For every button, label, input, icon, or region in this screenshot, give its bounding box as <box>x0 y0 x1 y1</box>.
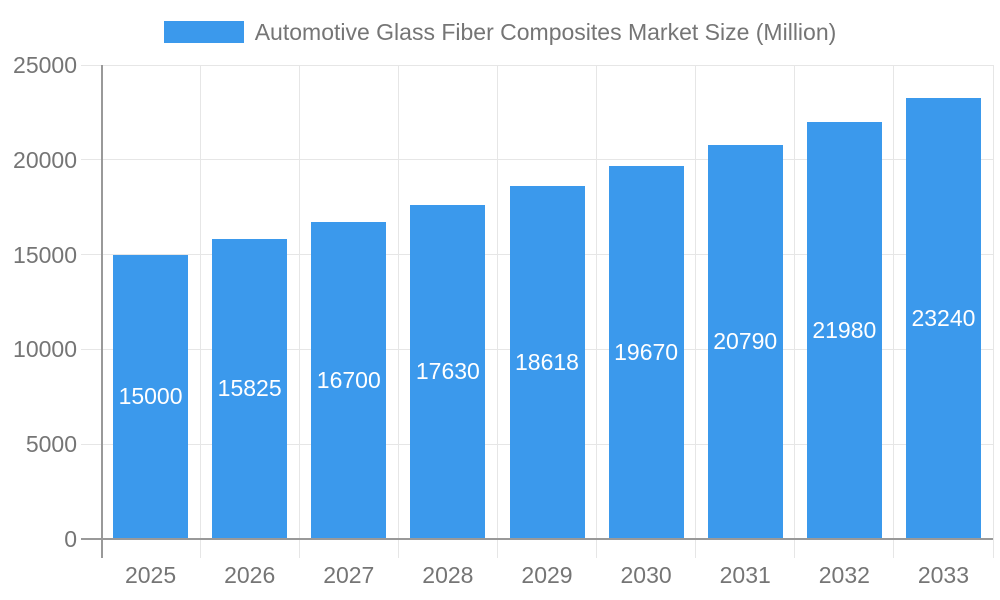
gridline-vertical <box>695 65 697 539</box>
x-tick-label: 2028 <box>422 562 474 588</box>
y-tick-label: 0 <box>64 526 77 552</box>
bar-2026: 15825 <box>212 238 288 539</box>
x-axis-tick <box>695 539 697 558</box>
gridline-vertical <box>397 65 399 539</box>
plot-area: 0 5000 10000 15000 20000 25000 15000 2025 15825 2… <box>13 52 994 588</box>
gridline-vertical <box>496 65 498 539</box>
gridline-horizontal <box>101 159 993 161</box>
bar-2028: 17630 <box>410 204 486 539</box>
gridline-vertical <box>298 65 300 539</box>
legend-label: Automotive Glass Fiber Composites Market… <box>254 18 837 45</box>
x-axis-tick <box>397 539 399 558</box>
legend: Automotive Glass Fiber Composites Market… <box>0 14 1000 50</box>
x-axis-tick <box>992 539 994 558</box>
bar-2033: 23240 <box>905 98 981 539</box>
x-axis-tick <box>298 539 300 558</box>
x-axis-tick <box>496 539 498 558</box>
legend-swatch <box>163 21 244 43</box>
bar-2027: 16700 <box>311 222 387 539</box>
x-tick-label: 2032 <box>818 562 870 588</box>
y-tick-label: 10000 <box>13 336 77 363</box>
bar-2025: 15000 <box>113 254 189 539</box>
bar-value-label: 23240 <box>911 305 976 332</box>
bar-2032: 21980 <box>806 122 882 539</box>
gridline-vertical <box>596 65 598 539</box>
y-tick-label: 5000 <box>25 431 77 458</box>
bar-value-label: 19670 <box>614 339 679 366</box>
gridline-vertical <box>992 65 994 539</box>
x-tick-label: 2027 <box>323 562 375 588</box>
x-tick-label: 2029 <box>521 562 573 588</box>
x-tick-label: 2025 <box>124 562 177 588</box>
bar-2031: 20790 <box>707 144 783 539</box>
bar-value-label: 15825 <box>217 375 282 402</box>
bar-2030: 19670 <box>608 166 684 539</box>
y-tick-label: 25000 <box>13 52 77 78</box>
bar-value-label: 18618 <box>515 349 579 375</box>
x-tick-label: 2031 <box>719 562 771 588</box>
bar-value-label: 16700 <box>316 367 381 394</box>
gridline-vertical <box>794 65 796 539</box>
bar-2029: 18618 <box>509 186 585 539</box>
gridline-vertical <box>893 65 895 539</box>
x-tick-label: 2026 <box>224 562 276 588</box>
bar-value-label: 21980 <box>812 317 877 344</box>
y-tick-label: 15000 <box>13 241 77 268</box>
x-axis-tick <box>794 539 796 558</box>
x-axis-line <box>81 538 993 540</box>
gridline-vertical <box>199 65 201 539</box>
y-axis-line <box>101 65 103 558</box>
x-axis-tick <box>596 539 598 558</box>
x-axis-tick <box>199 539 201 558</box>
y-axis-tick <box>81 254 101 256</box>
x-tick-label: 2030 <box>620 562 672 588</box>
x-axis-tick <box>893 539 895 558</box>
y-axis-tick <box>81 348 101 350</box>
bar-value-label: 15000 <box>118 383 183 410</box>
bar-value-label: 17630 <box>415 358 480 385</box>
bar-value-label: 20790 <box>713 328 778 355</box>
y-axis-tick <box>81 443 101 445</box>
y-tick-label: 20000 <box>13 146 77 173</box>
y-axis-tick <box>81 64 101 66</box>
gridline-horizontal <box>101 64 993 66</box>
y-axis-tick <box>81 159 101 161</box>
x-tick-label: 2033 <box>917 562 970 588</box>
